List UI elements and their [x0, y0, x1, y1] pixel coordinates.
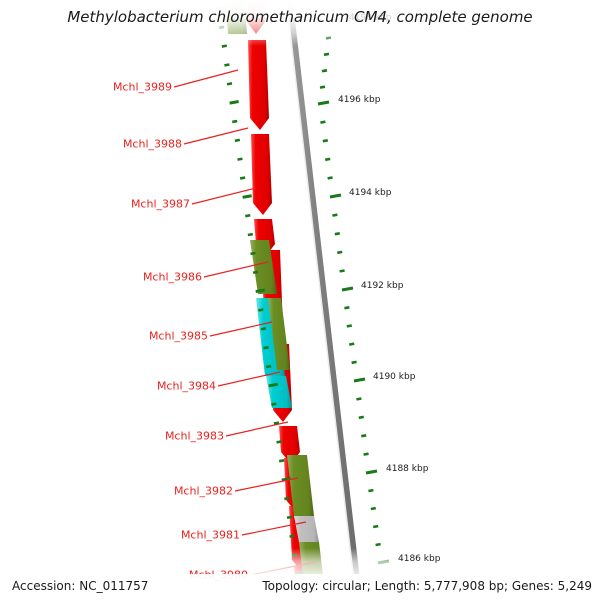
- ruler-minor-tick: [346, 324, 353, 328]
- ruler-minor-tick: [234, 138, 241, 143]
- gene-label[interactable]: Mchl_3989: [112, 80, 172, 94]
- ruler-minor-tick: [278, 459, 285, 463]
- ruler-minor-tick: [327, 176, 333, 180]
- gene-block-olive[interactable]: [268, 298, 290, 370]
- gene-label-leader-line: [217, 371, 281, 387]
- gene-label-leader-line: [173, 69, 239, 88]
- accession-text: Accession: NC_011757: [12, 579, 149, 593]
- sequence-backbone: [285, 0, 363, 600]
- ruler-major-tick: [268, 382, 278, 388]
- gene-label-leader-line: [203, 261, 269, 278]
- ruler-minor-tick: [224, 63, 230, 67]
- gene-label[interactable]: Mchl_3987: [130, 197, 190, 211]
- ruler-minor-tick: [325, 36, 332, 40]
- ruler-major-tick: [229, 99, 239, 105]
- ruler-minor-tick: [276, 440, 282, 444]
- ruler-minor-tick: [320, 120, 326, 124]
- ruler-minor-tick: [334, 232, 341, 236]
- ruler-major-tick: [242, 194, 252, 199]
- ruler-minor-tick: [265, 364, 272, 369]
- ruler-major-tick: [329, 193, 342, 199]
- gene-label-leader-line: [225, 421, 289, 437]
- ruler-minor-tick: [273, 421, 280, 425]
- ruler-major-tick: [327, 18, 340, 24]
- gene-label[interactable]: Mchl_3984: [156, 379, 216, 393]
- ruler-major-tick: [365, 469, 378, 475]
- gene-label[interactable]: Mchl_3983: [164, 429, 224, 443]
- ruler-minor-tick: [321, 69, 328, 73]
- ruler-minor-tick: [375, 542, 381, 547]
- ruler-major-tick: [216, 5, 226, 11]
- ruler-minor-tick: [322, 139, 329, 143]
- ruler-minor-tick: [232, 119, 238, 124]
- gene-label-leader-line: [209, 321, 273, 337]
- ruler-minor-tick: [344, 306, 350, 310]
- gene-block-olive[interactable]: [224, 0, 247, 34]
- gene-label[interactable]: Mchl_3982: [173, 484, 233, 498]
- gene-label[interactable]: Mchl_3988: [122, 137, 182, 151]
- ruler-minor-tick: [258, 308, 264, 312]
- ruler-minor-tick: [245, 214, 251, 218]
- ruler-minor-tick: [351, 360, 357, 365]
- topology-text: Topology: circular; Length: 5,777,908 bp…: [262, 579, 592, 593]
- ruler-minor-tick: [237, 157, 243, 161]
- reverse-strand-genes[interactable]: [224, 0, 332, 600]
- ruler-minor-tick: [260, 327, 267, 331]
- ruler-minor-tick: [239, 176, 246, 180]
- gene-arrow-forward[interactable]: [279, 426, 300, 464]
- ruler-minor-tick: [221, 44, 228, 48]
- ruler-tick-ladder: [317, 18, 390, 565]
- ruler-minor-tick: [291, 553, 298, 557]
- ruler-minor-tick: [323, 52, 330, 57]
- gene-block-olive[interactable]: [287, 455, 314, 516]
- ruler-minor-tick: [284, 496, 290, 501]
- ruler-minor-tick: [358, 415, 365, 420]
- ruler-major-tick: [353, 377, 366, 383]
- gene-block-gray[interactable]: [294, 516, 319, 542]
- ruler-minor-tick: [324, 157, 331, 162]
- ruler-minor-tick: [332, 213, 338, 217]
- gene-label[interactable]: Mchl_3986: [142, 270, 202, 284]
- gene-label[interactable]: Mchl_3985: [148, 329, 208, 343]
- ruler-major-tick: [255, 288, 265, 294]
- ruler-minor-tick: [226, 82, 233, 86]
- ruler-minor-tick: [247, 232, 254, 237]
- ruler-minor-tick: [271, 402, 277, 406]
- gene-label-leader-line: [241, 521, 307, 536]
- ruler-minor-tick: [360, 434, 367, 438]
- gene-label[interactable]: Mchl_3981: [180, 528, 240, 542]
- ruler-minor-tick: [319, 85, 326, 89]
- ruler-minor-tick: [372, 524, 379, 529]
- ruler-major-tick: [377, 559, 390, 565]
- ruler-major-tick: [341, 286, 354, 292]
- ruler-minor-tick: [356, 397, 362, 401]
- gene-label-leader-line: [234, 477, 299, 492]
- ruler-minor-tick: [370, 506, 377, 511]
- gene-label-leader-line: [191, 187, 257, 205]
- ruler-minor-tick: [339, 269, 345, 273]
- gene-label-leader-line: [183, 127, 249, 145]
- ruler-minor-tick: [286, 515, 293, 520]
- gene-arrow-forward[interactable]: [246, 0, 265, 34]
- ruler-minor-tick: [252, 270, 259, 275]
- status-bar: Accession: NC_011757 Topology: circular;…: [0, 574, 600, 600]
- ruler-minor-tick: [368, 488, 374, 493]
- gene-block-olive[interactable]: [250, 240, 277, 294]
- ruler-minor-tick: [289, 534, 295, 538]
- ruler-minor-tick: [336, 250, 343, 255]
- ruler-minor-tick: [363, 452, 369, 456]
- gene-arrow-forward[interactable]: [251, 134, 272, 215]
- ruler-major-tick: [317, 100, 330, 106]
- ruler-minor-tick: [348, 342, 355, 346]
- ruler-minor-tick: [250, 251, 256, 256]
- ruler-minor-tick: [218, 25, 225, 29]
- gene-arrow-forward[interactable]: [248, 40, 269, 130]
- ruler-minor-tick: [263, 345, 269, 350]
- ruler-major-tick: [281, 476, 292, 482]
